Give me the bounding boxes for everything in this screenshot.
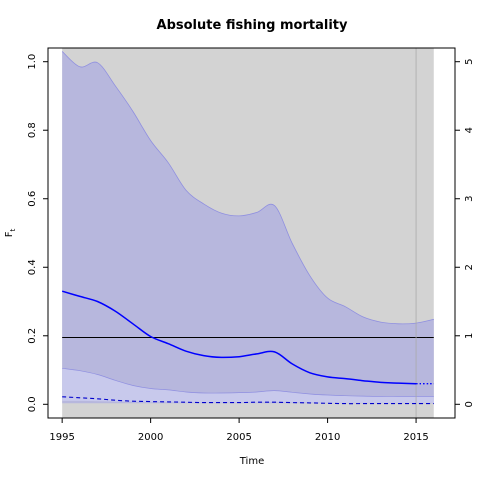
plot-frame [47,47,456,419]
inner-ci-band [62,368,434,403]
y-axis-label-main: F [4,231,15,237]
y-axis-label: Ft [4,228,17,237]
estimate-line [61,290,417,385]
y-tick-label: 0.2 [27,328,38,344]
y2-tick-label: 2 [464,264,475,270]
inner-ci-upper-edge [62,367,434,397]
x-tick-label: 2010 [315,432,340,443]
y2-tick-label: 1 [464,333,475,339]
chart-title: Absolute fishing mortality [157,18,348,33]
y-tick-label: 0.6 [27,191,38,207]
y2-tick-label: 3 [464,196,475,202]
y-axis: 0.0 0.2 0.4 0.6 0.8 1.0 [27,54,48,412]
x-tick-label: 2000 [138,432,163,443]
y2-axis-right: 0 1 2 3 4 5 [455,59,475,407]
x-tick-label: 2015 [403,432,428,443]
y2-tick-label: 5 [464,59,475,65]
x-tick-label: 1995 [49,432,74,443]
x-tick-label: 2005 [226,432,251,443]
plot-area [61,48,434,418]
y-tick-label: 0.0 [27,396,38,412]
outer-uncertainty-band [62,51,434,404]
y-axis-label-subscript: t [9,228,17,231]
y-tick-label: 1.0 [27,54,38,70]
y2-tick-label: 4 [464,127,475,133]
outer-band-upper-edge [61,51,434,325]
y2-tick-label: 0 [464,401,475,407]
x-axis-label: Time [239,456,264,467]
y-tick-label: 0.8 [27,122,38,138]
x-axis: 1995 2000 2005 2010 2015 [49,418,429,443]
secondary-dashed-line [62,396,434,405]
y-tick-label: 0.4 [27,259,38,275]
